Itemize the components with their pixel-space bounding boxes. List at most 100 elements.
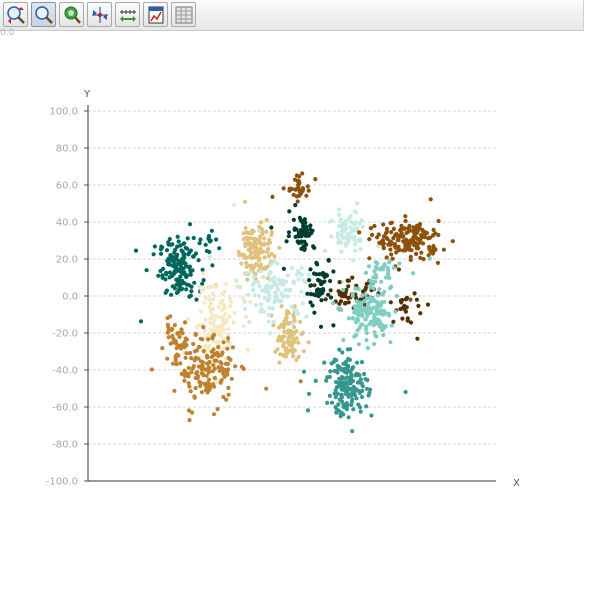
data-table-button[interactable] xyxy=(171,2,196,27)
data-point xyxy=(225,346,230,351)
data-point xyxy=(283,348,288,353)
data-point xyxy=(371,319,376,324)
data-point xyxy=(197,344,202,350)
data-point xyxy=(389,252,394,257)
data-point xyxy=(191,254,196,259)
data-point xyxy=(374,303,380,309)
data-point xyxy=(364,330,369,336)
data-point xyxy=(339,233,344,238)
data-point xyxy=(219,378,224,383)
export-button[interactable] xyxy=(143,2,168,27)
data-point xyxy=(298,240,303,245)
data-point xyxy=(332,391,337,396)
data-point xyxy=(247,254,252,259)
data-point xyxy=(396,247,401,252)
data-point xyxy=(201,286,206,291)
data-point xyxy=(312,310,317,315)
data-point xyxy=(149,367,154,372)
data-point xyxy=(160,275,165,280)
data-point xyxy=(217,246,222,251)
data-point xyxy=(198,309,203,314)
data-point xyxy=(345,232,350,237)
data-point xyxy=(359,322,364,327)
data-point xyxy=(287,348,292,353)
data-point xyxy=(377,320,383,325)
data-point xyxy=(333,388,338,393)
data-point xyxy=(385,265,390,270)
data-point xyxy=(351,258,356,263)
data-point xyxy=(393,309,398,314)
data-point xyxy=(267,237,272,242)
data-point xyxy=(184,282,189,287)
data-point xyxy=(354,387,359,392)
data-point xyxy=(363,285,368,290)
data-point xyxy=(296,354,301,359)
data-point xyxy=(226,339,231,344)
data-point xyxy=(291,217,296,222)
data-point xyxy=(379,239,384,244)
data-point xyxy=(332,368,337,373)
data-point xyxy=(416,237,422,242)
data-point xyxy=(206,370,211,375)
data-point xyxy=(187,384,192,389)
data-point xyxy=(382,299,387,305)
data-point xyxy=(425,302,431,307)
data-point xyxy=(364,296,369,301)
scale-button[interactable] xyxy=(115,2,140,27)
data-point xyxy=(408,320,414,325)
data-point xyxy=(322,279,327,284)
y-tick-label: 80.0 xyxy=(56,144,78,155)
data-point xyxy=(247,236,252,241)
data-point xyxy=(408,254,413,259)
data-point xyxy=(335,407,340,412)
data-point xyxy=(360,388,365,393)
data-point xyxy=(415,336,420,341)
data-point xyxy=(244,271,249,276)
y-tick-label: -60.0 xyxy=(52,403,78,414)
data-point xyxy=(296,340,301,345)
data-point xyxy=(191,341,196,347)
data-point xyxy=(354,396,359,401)
data-point xyxy=(173,257,178,262)
data-point xyxy=(221,336,226,341)
data-point xyxy=(341,403,346,408)
center-button[interactable] xyxy=(87,2,112,27)
data-point xyxy=(268,331,273,336)
data-point xyxy=(329,234,334,239)
data-point xyxy=(165,315,170,321)
data-point xyxy=(258,249,263,254)
data-point xyxy=(363,317,368,322)
pan-button[interactable] xyxy=(59,2,84,27)
data-point xyxy=(199,364,204,369)
data-point xyxy=(381,312,386,317)
data-point xyxy=(204,373,209,378)
data-point xyxy=(223,311,228,316)
data-point xyxy=(408,257,413,262)
data-point xyxy=(357,221,362,226)
data-point xyxy=(328,295,334,300)
zoom-in-out-button[interactable] xyxy=(3,2,28,27)
data-point xyxy=(243,306,248,311)
data-point xyxy=(342,293,347,298)
data-point xyxy=(301,349,306,354)
data-point xyxy=(422,231,427,237)
data-point xyxy=(389,230,394,235)
data-point xyxy=(354,360,360,365)
data-point xyxy=(256,228,262,233)
data-point xyxy=(415,243,420,248)
data-point xyxy=(394,250,399,255)
data-point xyxy=(306,188,311,193)
data-point xyxy=(336,238,342,243)
data-point xyxy=(262,236,267,241)
data-point xyxy=(269,285,274,290)
data-point xyxy=(357,237,363,242)
data-point xyxy=(303,242,308,247)
data-point xyxy=(397,261,402,266)
data-point xyxy=(344,366,349,371)
data-point xyxy=(343,235,348,240)
data-point xyxy=(270,306,275,311)
data-point xyxy=(204,384,209,389)
data-point xyxy=(317,292,322,297)
zoom-button[interactable] xyxy=(31,2,56,27)
